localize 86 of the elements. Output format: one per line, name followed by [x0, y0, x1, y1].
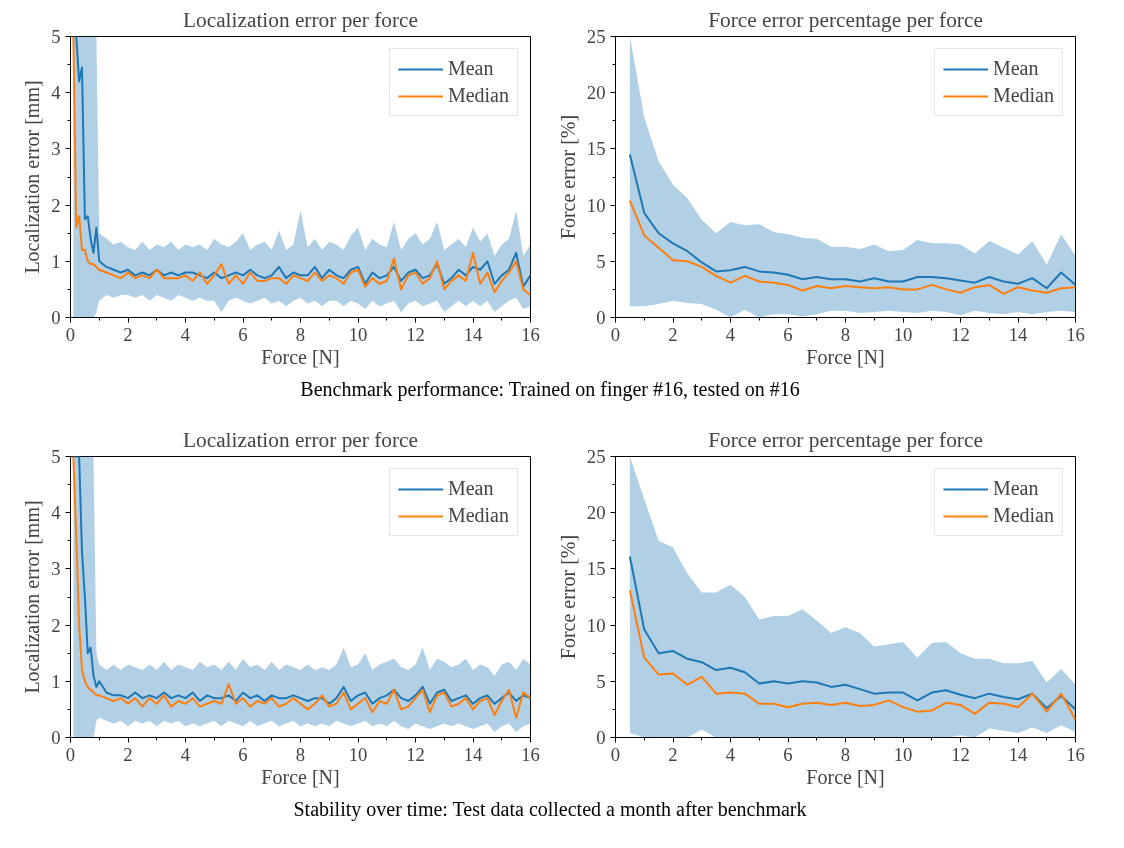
- x-tick-label: 12: [406, 743, 425, 765]
- x-tick-label: 4: [180, 323, 191, 345]
- y-tick-label: 15: [586, 558, 606, 580]
- x-tick-label: 16: [1066, 743, 1085, 765]
- y-tick-label: 5: [51, 26, 61, 47]
- x-tick-label: 8: [295, 743, 306, 765]
- y-tick-label: 0: [51, 307, 61, 328]
- x-tick-label: 14: [463, 743, 483, 765]
- line-series: [628, 199, 1076, 295]
- y-axis-title: Force error [%]: [556, 534, 579, 660]
- y-tick-label: 2: [51, 194, 61, 216]
- x-tick-label: 14: [1008, 743, 1028, 765]
- x-tick-label: 4: [725, 323, 736, 345]
- x-tick-label: 6: [238, 743, 248, 765]
- x-tick-label: 12: [406, 323, 425, 345]
- legend-label: Mean: [447, 57, 494, 80]
- y-tick-label: 10: [586, 194, 606, 216]
- chart-title: Force error percentage per force: [708, 7, 983, 32]
- legend-label: Mean: [992, 477, 1039, 500]
- x-tick-label: 8: [840, 743, 851, 765]
- x-tick-label: 8: [840, 323, 851, 345]
- x-tick-label: 10: [893, 323, 913, 345]
- chart-title: Localization error per force: [182, 427, 419, 452]
- x-tick-label: 0: [65, 323, 76, 345]
- y-tick-label: 25: [586, 26, 606, 47]
- y-tick-label: 5: [596, 670, 606, 692]
- legend-label: Median: [447, 84, 509, 107]
- chart-title: Localization error per force: [182, 7, 419, 32]
- y-tick-label: 5: [51, 446, 61, 467]
- line-series: [628, 589, 1076, 721]
- y-tick-label: 25: [586, 446, 606, 467]
- x-tick-label: 4: [180, 743, 191, 765]
- x-axis-title: Force [N]: [806, 345, 885, 368]
- text: Stability over time: Test data collected a month after benchmark: [293, 797, 807, 823]
- y-tick-label: 0: [596, 307, 606, 328]
- legend-label: Median: [447, 504, 509, 527]
- x-tick-label: 6: [783, 323, 793, 345]
- x-tick-label: 0: [610, 323, 621, 345]
- y-axis-title: Localization error [mm]: [21, 500, 44, 694]
- legend-label: Median: [992, 504, 1054, 527]
- x-tick-label: 12: [951, 323, 970, 345]
- text: Benchmark performance: Trained on finger #16, tested on #16: [300, 377, 800, 403]
- y-tick-label: 1: [51, 250, 61, 272]
- y-tick-label: 1: [51, 670, 61, 692]
- x-tick-label: 16: [1066, 323, 1085, 345]
- y-tick-label: 3: [51, 138, 61, 160]
- x-tick-label: 10: [893, 743, 913, 765]
- x-tick-label: 2: [123, 743, 133, 765]
- x-tick-label: 12: [951, 743, 970, 765]
- y-tick-label: 20: [586, 82, 606, 104]
- x-tick-label: 4: [725, 743, 736, 765]
- line-series: [628, 555, 1076, 711]
- x-tick-label: 14: [463, 323, 483, 345]
- x-tick-label: 2: [123, 323, 133, 345]
- chart-title: Force error percentage per force: [708, 427, 983, 452]
- y-tick-label: 5: [596, 250, 606, 272]
- x-tick-label: 0: [610, 743, 621, 765]
- y-tick-label: 15: [586, 138, 606, 160]
- line-series: [628, 153, 1076, 290]
- y-tick-label: 4: [51, 502, 62, 524]
- x-axis-title: Force [N]: [806, 765, 885, 788]
- y-axis-title: Force error [%]: [556, 114, 579, 240]
- x-tick-label: 6: [238, 323, 248, 345]
- y-axis-title: Localization error [mm]: [21, 80, 44, 274]
- legend-label: Mean: [992, 57, 1039, 80]
- y-tick-label: 3: [51, 558, 61, 580]
- x-axis-title: Force [N]: [261, 345, 340, 368]
- x-tick-label: 2: [668, 743, 678, 765]
- x-tick-label: 2: [668, 323, 678, 345]
- x-tick-label: 8: [295, 323, 306, 345]
- y-tick-label: 2: [51, 614, 61, 636]
- x-tick-label: 16: [521, 323, 540, 345]
- legend-label: Mean: [447, 477, 494, 500]
- y-tick-label: 20: [586, 502, 606, 524]
- y-tick-label: 0: [596, 727, 606, 748]
- x-tick-label: 14: [1008, 323, 1028, 345]
- legend-label: Median: [992, 84, 1054, 107]
- x-tick-label: 10: [348, 743, 368, 765]
- x-axis-title: Force [N]: [261, 765, 340, 788]
- y-tick-label: 0: [51, 727, 61, 748]
- x-tick-label: 6: [783, 743, 793, 765]
- x-tick-label: 16: [521, 743, 540, 765]
- x-tick-label: 10: [348, 323, 368, 345]
- y-tick-label: 10: [586, 614, 606, 636]
- x-tick-label: 0: [65, 743, 76, 765]
- y-tick-label: 4: [51, 82, 62, 104]
